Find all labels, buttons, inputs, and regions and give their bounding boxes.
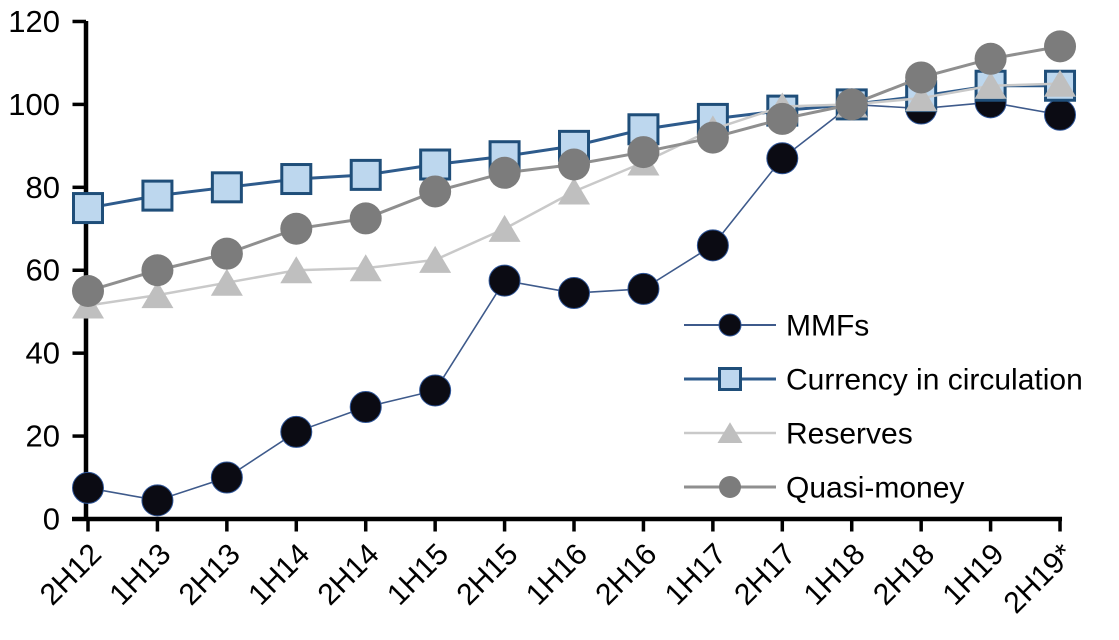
x-tick-label: 2H18	[867, 538, 941, 612]
x-tick-label: 1H18	[798, 538, 872, 612]
y-tick-label: 0	[43, 502, 60, 537]
series-1-marker	[141, 179, 174, 212]
series-3-marker	[974, 42, 1007, 75]
series-3-marker	[488, 156, 521, 189]
y-tick-label: 40	[26, 336, 60, 371]
series-1-marker	[280, 163, 313, 196]
legend-label: MMFs	[786, 310, 869, 343]
series-0-marker	[488, 264, 521, 297]
x-tick-label: 2H15	[450, 538, 524, 612]
legend-label: Reserves	[786, 418, 913, 451]
series-1-marker	[419, 148, 452, 181]
x-tick-label: 1H13	[103, 538, 177, 612]
x-tick-label: 2H19*	[998, 537, 1081, 620]
x-tick-label: 1H15	[381, 538, 455, 612]
series-0-marker	[210, 461, 243, 494]
series-2-marker	[905, 84, 938, 112]
x-tick-label: 2H13	[173, 538, 247, 612]
x-tick-label: 1H19	[936, 538, 1010, 612]
legend-label: Quasi-money	[786, 472, 964, 505]
series-2-marker	[141, 281, 174, 309]
series-0-marker	[766, 142, 799, 175]
series-3-marker	[72, 274, 104, 307]
series-3-marker	[1044, 30, 1077, 63]
series-3-marker	[696, 121, 729, 154]
x-tick-label: 2H17	[728, 538, 802, 612]
legend-marker-1	[718, 367, 742, 391]
series-0-marker	[627, 272, 660, 305]
series-3-marker	[905, 61, 938, 94]
series-0-marker	[72, 471, 104, 504]
series-2-marker	[210, 268, 243, 296]
y-tick-label: 120	[8, 4, 60, 39]
legend-marker-2	[717, 422, 743, 444]
x-tick-label: 2H12	[34, 538, 108, 612]
series-3-marker	[835, 88, 868, 121]
series-2-marker	[349, 254, 382, 282]
legend-marker-3	[719, 476, 741, 498]
x-tick-label: 2H14	[312, 538, 386, 612]
series-0-marker	[141, 484, 174, 517]
x-tick-label: 1H14	[242, 538, 316, 612]
x-tick-label: 2H16	[589, 538, 663, 612]
series-2-marker	[419, 245, 452, 273]
series-0-marker	[1044, 98, 1077, 131]
series-3-marker	[627, 136, 660, 169]
series-3-marker	[141, 254, 174, 287]
series-2-marker	[1044, 69, 1077, 97]
series-0-marker	[349, 391, 382, 424]
y-tick-label: 100	[8, 87, 60, 122]
series-3-marker	[210, 237, 243, 270]
series-0-marker	[419, 374, 452, 407]
series-2-marker	[558, 177, 591, 205]
series-0-marker	[696, 229, 729, 262]
series-3-marker	[766, 102, 799, 135]
x-tick-label: 1H17	[659, 538, 733, 612]
legend-marker-0	[718, 313, 742, 337]
series-2-marker	[974, 71, 1007, 99]
series-2-marker	[488, 214, 521, 242]
series-1-marker	[210, 171, 243, 204]
series-0-marker	[280, 415, 313, 448]
y-tick-label: 20	[26, 419, 60, 454]
series-2-marker	[280, 256, 313, 284]
series-3-marker	[558, 148, 591, 181]
series-1-marker	[72, 192, 104, 225]
x-tick-label: 1H16	[520, 538, 594, 612]
series-3-marker	[349, 202, 382, 235]
series-3-marker	[280, 212, 313, 245]
y-tick-label: 80	[26, 170, 60, 205]
series-1-marker	[349, 158, 382, 191]
legend-label: Currency in circulation	[786, 364, 1083, 397]
series-3-marker	[419, 175, 452, 208]
series-0-marker	[558, 277, 591, 310]
y-tick-label: 60	[26, 253, 60, 288]
